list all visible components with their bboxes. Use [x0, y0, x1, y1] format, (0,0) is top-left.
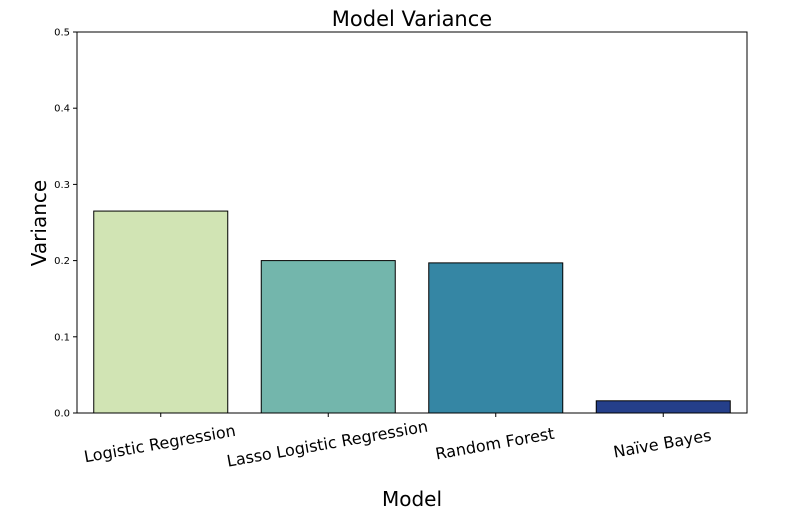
y-axis-label: Variance	[27, 180, 51, 266]
y-tick-label: 0.1	[54, 332, 70, 343]
y-tick-label: 0.0	[54, 409, 70, 420]
plot-frame	[76, 31, 748, 414]
bar	[595, 400, 731, 414]
x-tick-label: Logistic Regression	[83, 421, 237, 466]
y-tick-label: 0.5	[54, 28, 70, 39]
chart-title: Model Variance	[332, 7, 492, 31]
bar	[260, 260, 396, 414]
bar	[93, 210, 229, 414]
y-tick-label: 0.3	[54, 180, 70, 191]
x-axis-label: Model	[382, 487, 442, 511]
x-tick-label: Random Forest	[434, 424, 556, 464]
y-tick-label: 0.2	[54, 256, 70, 267]
x-tick-label: Naïve Bayes	[612, 426, 713, 462]
bars-layer	[93, 210, 731, 414]
bar	[428, 262, 564, 414]
y-tick-label: 0.4	[54, 104, 70, 115]
x-tick-label: Lasso Logistic Regression	[225, 417, 429, 471]
